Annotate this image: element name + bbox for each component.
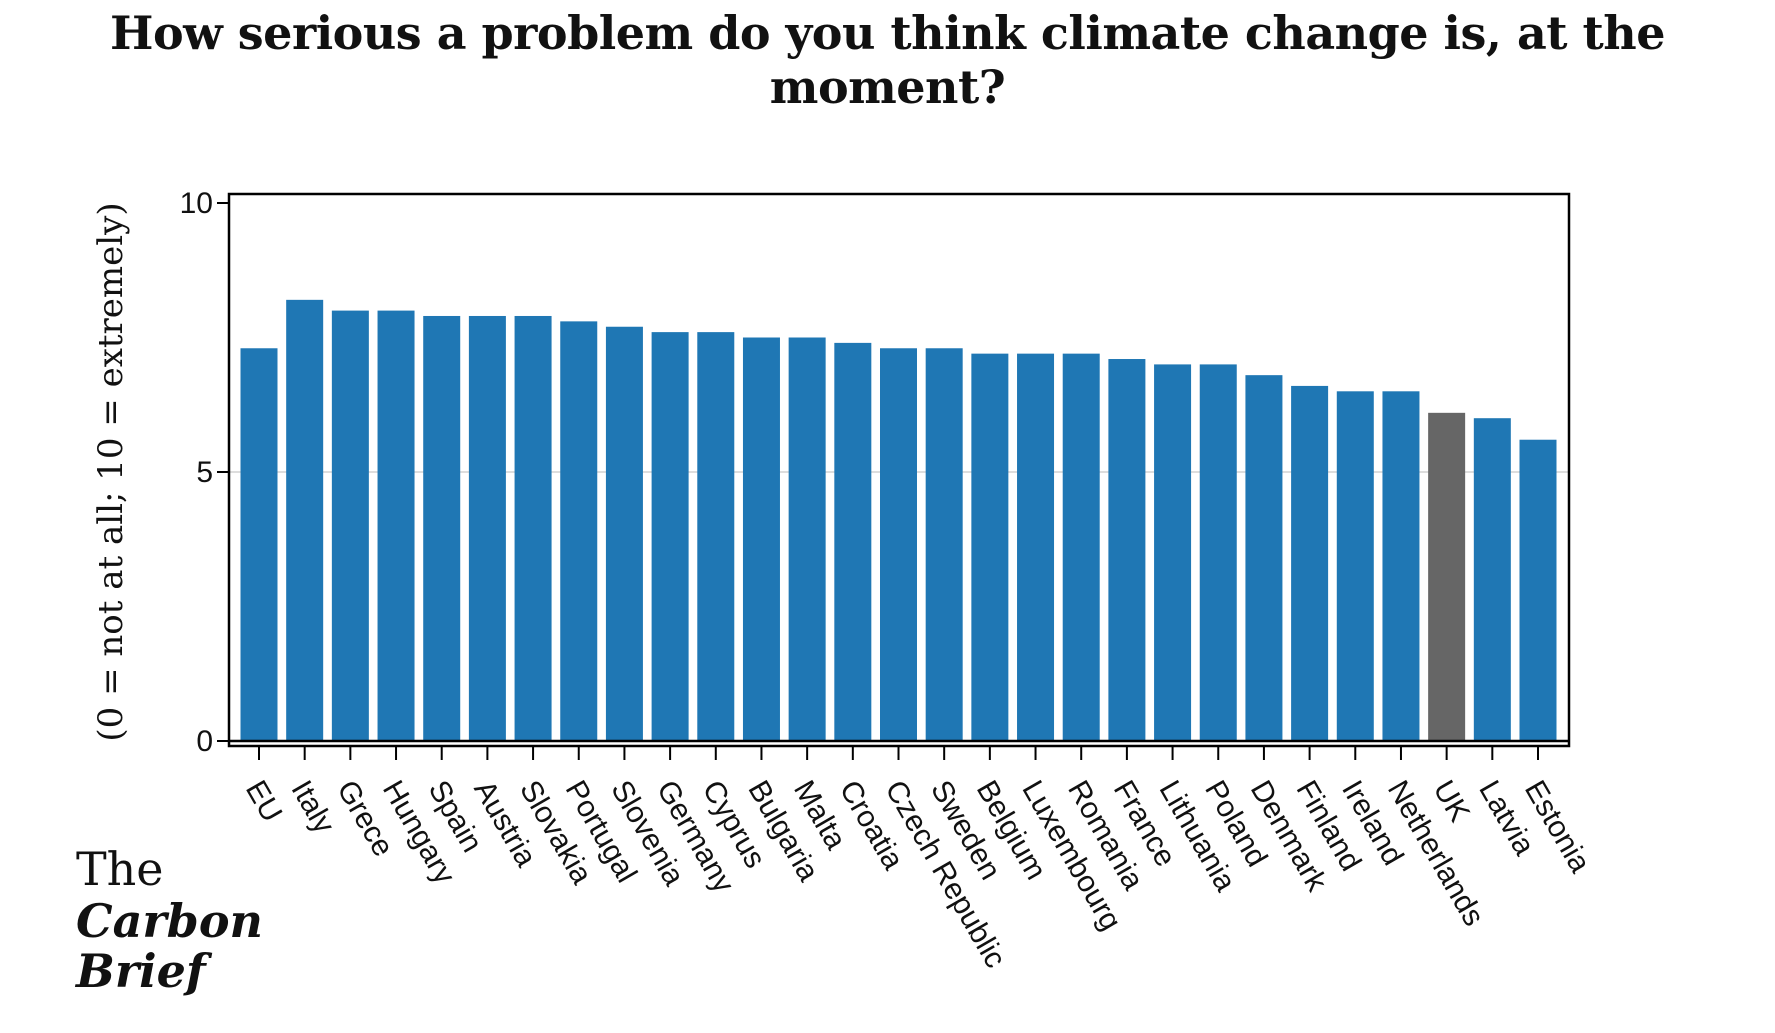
bar-belgium [971, 353, 1009, 741]
bar-slovakia [514, 315, 552, 741]
bar-eu [240, 348, 278, 741]
bar-grece [331, 310, 369, 741]
bar-poland [1199, 364, 1237, 741]
bar-lithuania [1154, 364, 1192, 741]
bar-sweden [925, 348, 963, 741]
chart-title: How serious a problem do you think clima… [110, 6, 1665, 114]
bar-ireland [1336, 391, 1374, 741]
y-axis-label: (0 = not at all; 10 = extremely) [91, 202, 131, 741]
bar-hungary [377, 310, 415, 741]
bar-romania [1062, 353, 1100, 741]
bar-denmark [1245, 375, 1283, 741]
bar-czech-republic [880, 348, 917, 741]
bars-layer [240, 299, 1557, 741]
bar-slovenia [605, 326, 643, 741]
bar-croatia [834, 342, 872, 741]
bar-estonia [1519, 439, 1557, 741]
y-tick-label: 5 [196, 456, 213, 489]
y-tick-label: 0 [196, 725, 213, 758]
bar-finland [1291, 385, 1329, 741]
plot-frame [227, 192, 1571, 748]
logo-line-brief: Brief [76, 944, 206, 998]
bar-italy [286, 299, 324, 741]
logo-line-the: The [76, 842, 164, 896]
carbon-brief-logo: The Carbon Brief [76, 846, 263, 998]
y-tick-label: 10 [180, 187, 213, 220]
category-label: Italy [285, 775, 341, 839]
bar-austria [468, 315, 506, 741]
bar-netherlands [1382, 391, 1420, 741]
category-label: EU [239, 775, 288, 828]
axis-layer [217, 192, 1571, 760]
bar-latvia [1473, 418, 1511, 741]
logo-line-carbon: Carbon [76, 894, 263, 948]
bar-france [1108, 359, 1146, 741]
bar-germany [651, 332, 689, 741]
bar-uk [1428, 412, 1466, 741]
bar-malta [788, 337, 826, 741]
bar-luxembourg [1017, 353, 1055, 741]
bar-portugal [560, 321, 598, 741]
bar-bulgaria [742, 337, 780, 741]
bar-spain [423, 315, 461, 741]
bar-cyprus [697, 332, 735, 741]
